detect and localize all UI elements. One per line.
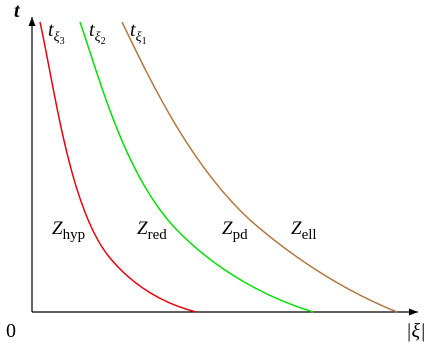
curve-t-xi-3	[39, 21, 197, 313]
curve-t-xi-1	[121, 21, 398, 313]
region-label-subscript: hyp	[63, 227, 86, 243]
region-label-symbol: Z	[137, 218, 148, 239]
curve-label-symbol: t	[48, 19, 54, 41]
curve-label-subscript: ξ	[95, 30, 101, 45]
curve-t-xi-2	[79, 21, 314, 313]
region-label-subscript: pd	[233, 227, 249, 243]
curve-label-subscript: ξ	[136, 30, 142, 45]
curve-label-t-xi-2: tξ2	[89, 19, 106, 47]
curve-label-t-xi-3: tξ3	[48, 19, 65, 47]
curve-label-symbol: t	[89, 19, 95, 41]
y-axis-label: t	[14, 0, 21, 22]
region-label-pd: Zpd	[222, 218, 248, 243]
curve-label-t-xi-1: tξ1	[130, 19, 147, 47]
region-label-symbol: Z	[222, 218, 233, 239]
curve-label-symbol: t	[130, 19, 136, 41]
region-label-symbol: Z	[52, 218, 63, 239]
region-label-subscript: red	[148, 227, 168, 243]
curve-label-index: 3	[60, 36, 65, 47]
x-axis-label: |ξ|	[406, 320, 426, 342]
region-label-ell: Zell	[291, 218, 317, 243]
region-label-hyp: Zhyp	[52, 218, 85, 243]
curve-label-index: 1	[142, 36, 147, 47]
curve-label-index: 2	[101, 36, 106, 47]
region-label-subscript: ell	[302, 227, 317, 243]
origin-label: 0	[6, 320, 16, 342]
region-label-symbol: Z	[291, 218, 302, 239]
curve-label-subscript: ξ	[54, 30, 60, 45]
region-label-red: Zred	[137, 218, 167, 243]
